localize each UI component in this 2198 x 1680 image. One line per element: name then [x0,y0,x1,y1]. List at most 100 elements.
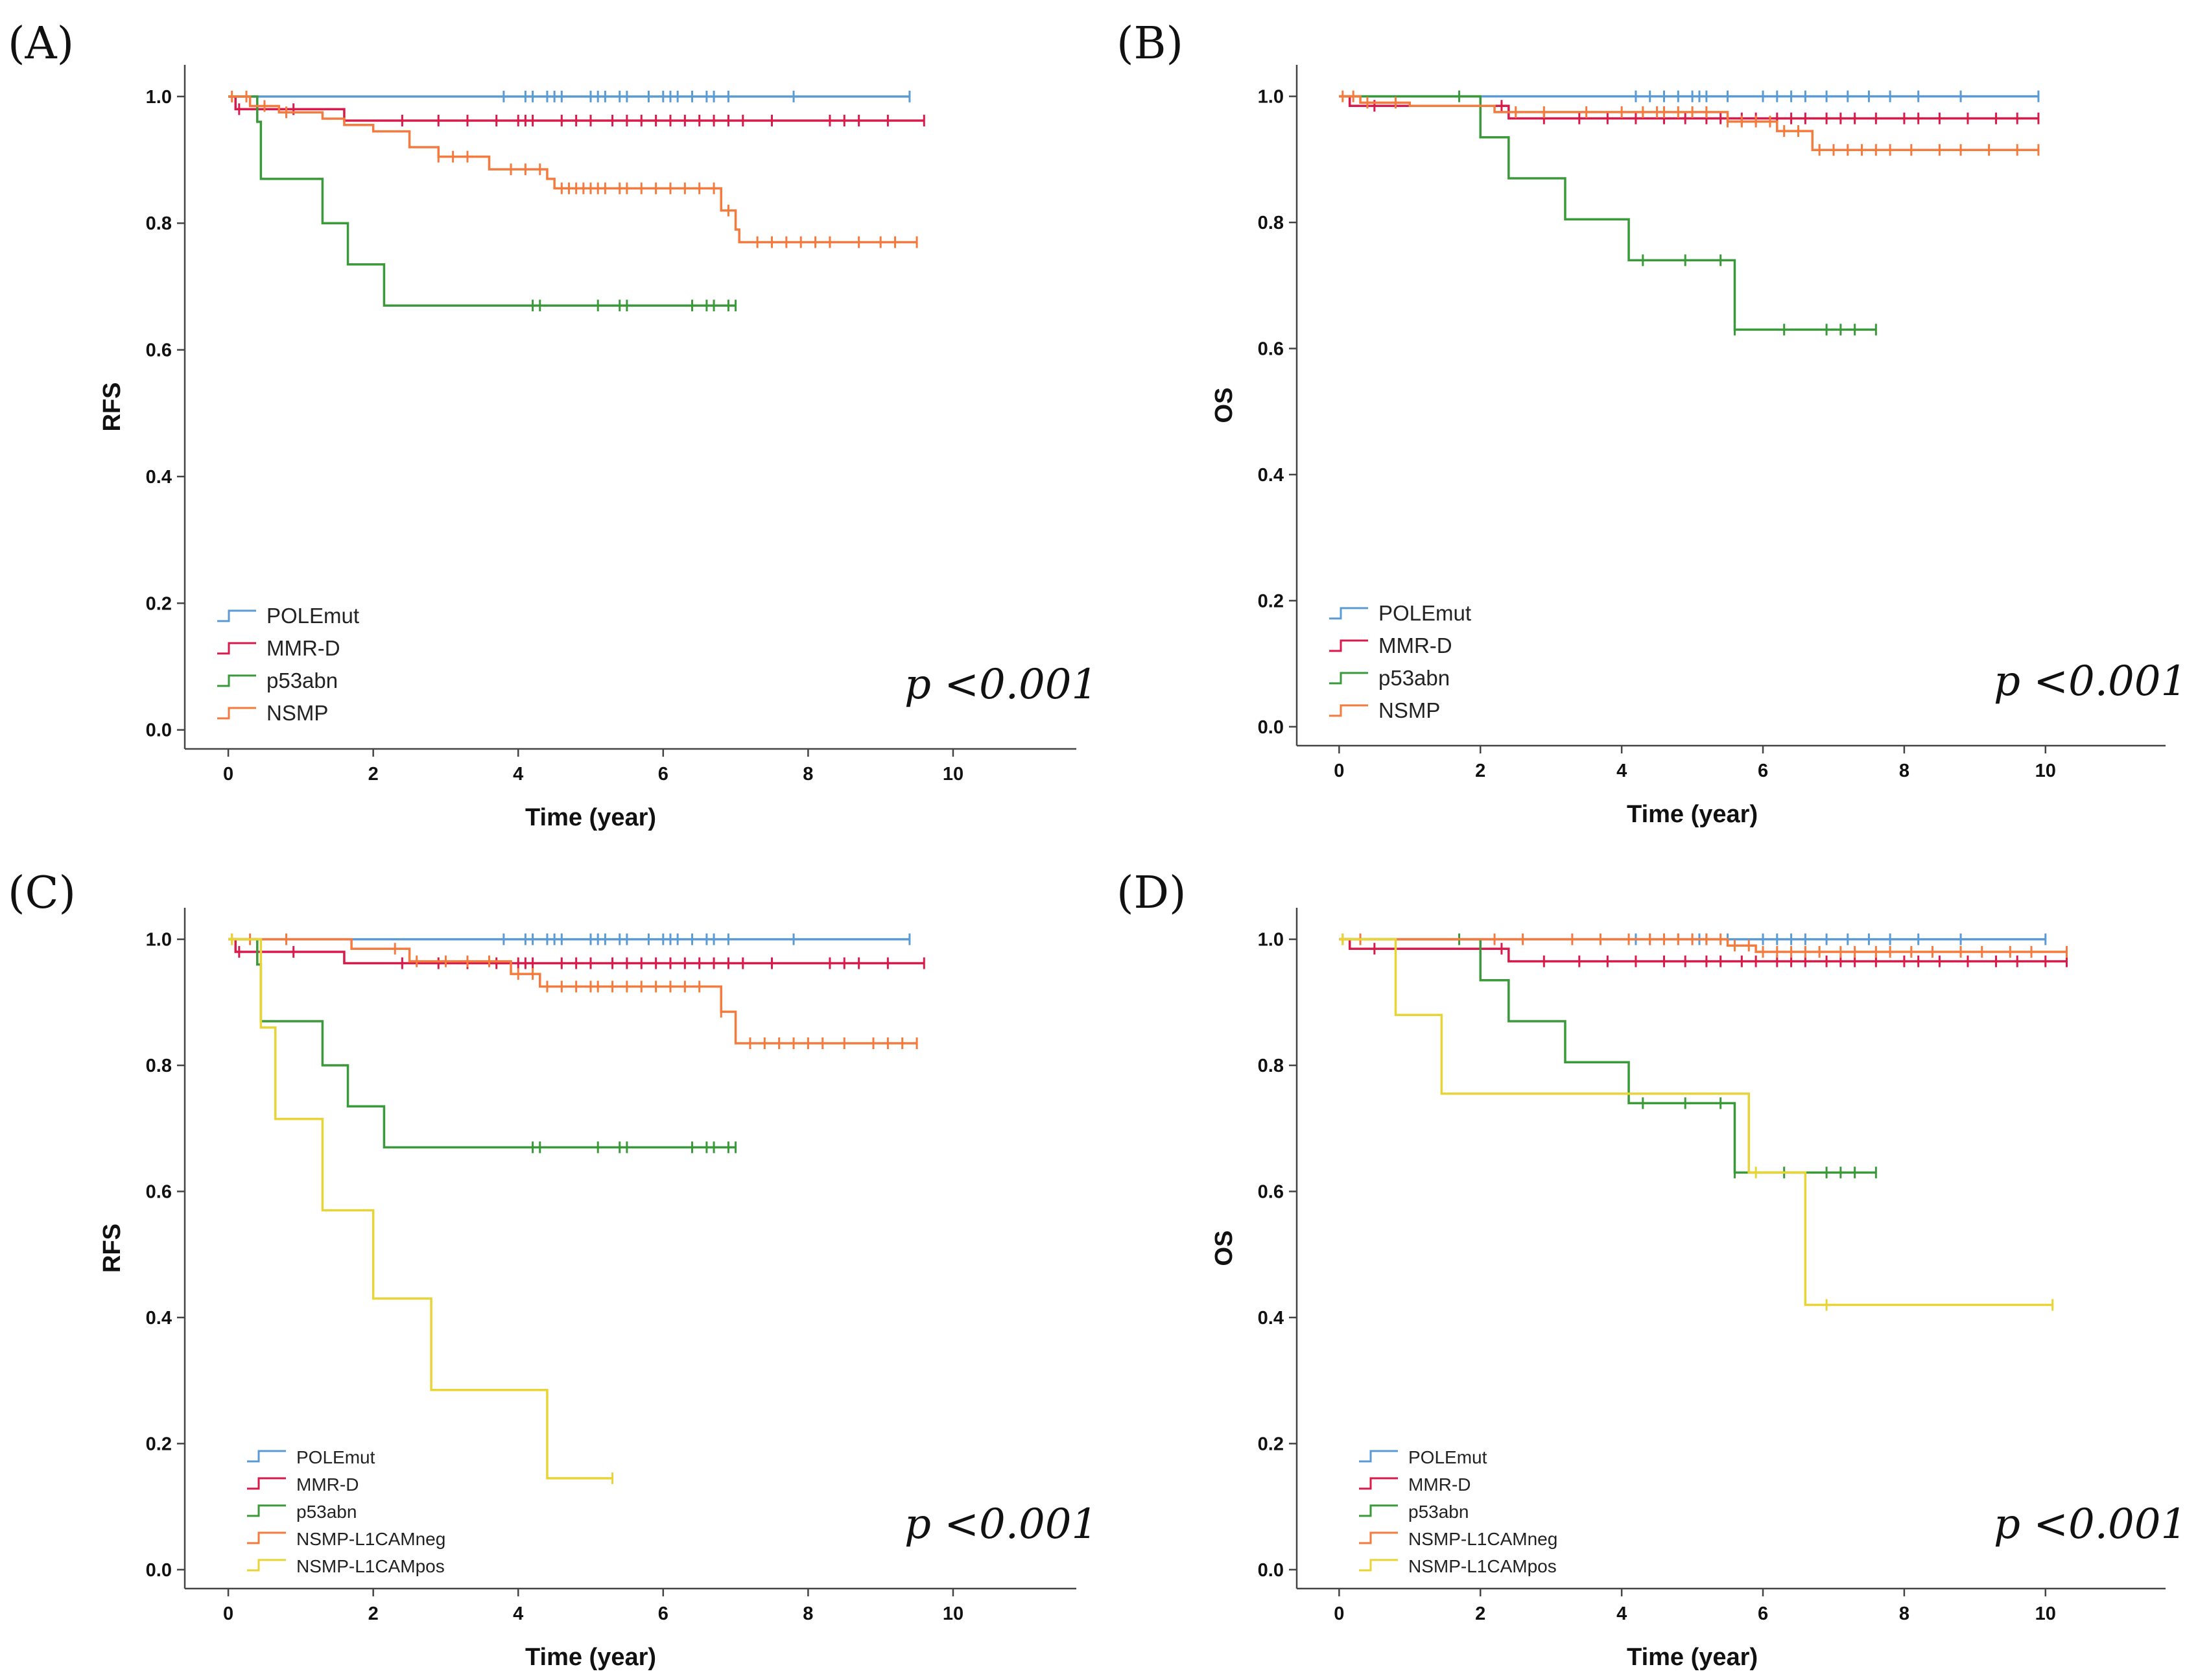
km-curve-nsmp-l1camneg [228,938,917,1045]
panel-d: (D) 0.0 0.2 0.4 0.6 0.8 1.0 0 2 4 6 8 10 Time (year) O… [1117,868,2187,1671]
legend-item-polemut: POLEmut [247,1447,375,1467]
p-value: p <0.001 [904,661,1098,709]
km-curve-nsmp-l1campos [228,938,613,1480]
x-tick-label: 2 [1475,1603,1485,1624]
x-tick-label: 6 [1758,761,1768,781]
y-tick-label: 0.0 [146,720,172,741]
legend-label: MMR-D [1408,1474,1471,1495]
legend-item-nsmp-l1campos: NSMP-L1CAMpos [247,1556,445,1576]
p-value-text: <0.001 [931,661,1098,709]
legend-swatch [247,1532,286,1544]
x-tick-label: 0 [1334,761,1344,781]
legend-swatch [1329,639,1368,652]
legend-label: MMR-D [1378,633,1452,657]
series-p53abn [228,95,737,312]
series-mmr-d [228,938,925,969]
legend-swatch [1329,607,1368,620]
x-tick-label: 10 [943,1603,963,1624]
km-curve-p53abn [228,938,736,1149]
legend-label: MMR-D [266,636,340,660]
y-tick-label: 1.0 [1258,930,1284,951]
y-tick-label: 0.2 [1258,591,1284,611]
legend-swatch [1359,1559,1398,1572]
legend-item-p53abn: p53abn [1359,1502,1469,1522]
series-nsmp [1339,90,2040,156]
y-tick-label: 0.4 [1258,465,1284,486]
series-nsmp-l1campos [1339,933,2054,1311]
legend-label: p53abn [266,668,338,692]
y-tick-label: 0.8 [146,1056,172,1076]
km-curve-p53abn [228,95,736,307]
legend-item-mmr-d: MMR-D [1329,633,1452,657]
y-axis-title: OS [1211,388,1238,423]
legend-item-mmr-d: MMR-D [1359,1474,1471,1495]
p-value: p <0.001 [1994,1500,2187,1548]
panel-label: (A) [8,18,74,69]
x-axis-title: Time (year) [1627,801,1758,828]
km-curve-p53abn [1339,95,1876,331]
y-tick-label: 0.2 [146,593,172,614]
legend-label: p53abn [1408,1502,1469,1522]
y-tick-label: 0.2 [146,1434,172,1454]
legend-swatch [247,1477,286,1490]
legend-item-nsmp: NSMP [217,701,328,725]
x-tick-label: 0 [1334,1603,1344,1624]
legend-item-polemut: POLEmut [217,604,359,628]
p-value: p <0.001 [904,1500,1098,1548]
legend-label: POLEmut [266,604,359,628]
x-tick-label: 8 [803,764,813,785]
y-tick-label: 0.6 [1258,339,1284,360]
series-p53abn [228,938,737,1154]
legend-label: NSMP-L1CAMneg [1408,1529,1557,1549]
panel-label: (C) [8,868,76,919]
x-tick-label: 6 [658,1603,668,1624]
series-nsmp-l1camneg [228,933,918,1050]
y-tick-label: 0.8 [146,213,172,234]
legend-label: NSMP [266,701,328,725]
x-tick-label: 8 [1899,761,1909,781]
legend-swatch [1329,672,1368,685]
legend-item-polemut: POLEmut [1329,601,1471,625]
legend-swatch [247,1559,286,1572]
x-tick-label: 10 [943,764,963,785]
legend-item-p53abn: p53abn [1329,666,1450,690]
panel-b: (B) 0.0 0.2 0.4 0.6 0.8 1.0 0 2 4 6 8 10 Time (year) O… [1117,18,2187,828]
y-axis-title: RFS [99,1224,126,1273]
series-nsmp [228,90,918,248]
legend-item-nsmp-l1campos: NSMP-L1CAMpos [1359,1556,1557,1576]
x-axis-title: Time (year) [525,1644,656,1671]
legend-swatch [1359,1450,1398,1463]
km-curve-nsmp-l1campos [1339,938,2053,1307]
y-tick-label: 0.2 [1258,1434,1284,1454]
x-axis-title: Time (year) [525,804,656,831]
y-tick-label: 1.0 [146,930,172,951]
y-tick-label: 0.6 [146,340,172,361]
panel-a: (A) 0.0 0.2 0.4 0.6 0.8 1.0 0 2 4 6 8 10 Time (year) R… [8,18,1098,831]
y-tick-label: 1.0 [146,87,172,108]
legend-swatch [247,1504,286,1517]
legend-item-p53abn: p53abn [247,1502,357,1522]
legend-item-nsmp: NSMP [1329,698,1440,722]
x-tick-label: 8 [1899,1603,1909,1624]
x-tick-label: 2 [368,764,379,785]
legend-label: p53abn [1378,666,1450,690]
y-tick-label: 0.4 [146,1308,172,1329]
legend-item-mmr-d: MMR-D [217,636,340,660]
series-mmr-d [1339,95,2040,124]
legend-swatch [247,1450,286,1463]
x-axis-title: Time (year) [1627,1644,1758,1671]
legend-swatch [217,674,256,687]
x-tick-label: 10 [2035,1603,2056,1624]
legend-swatch [1359,1532,1398,1544]
series-polemut [228,90,911,102]
km-curve-nsmp [228,95,917,244]
panel-label: (B) [1117,18,1183,69]
series-nsmp-l1campos [228,933,614,1484]
series-p53abn [1339,90,1877,336]
km-curve-nsmp-l1camneg [1339,938,2067,953]
legend-item-p53abn: p53abn [217,668,338,692]
legend-swatch [217,707,256,720]
x-tick-label: 4 [513,1603,523,1624]
km-curve-nsmp [1339,95,2038,151]
